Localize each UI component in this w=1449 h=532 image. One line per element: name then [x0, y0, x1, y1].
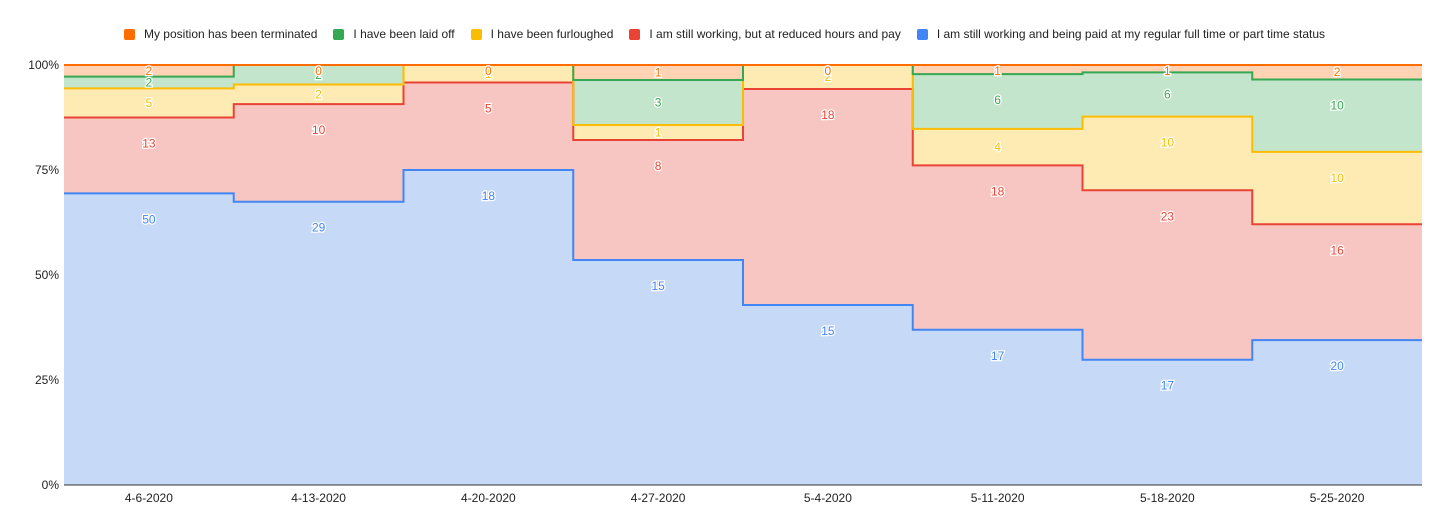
data-label-laidoff: 6 [994, 93, 1001, 107]
y-tick-label: 75% [35, 163, 59, 177]
data-label-reduced: 18 [991, 184, 1005, 198]
data-label-terminated: 2 [146, 64, 153, 78]
legend-swatch-terminated [123, 28, 135, 40]
legend-item-reduced[interactable]: I am still working, but at reduced hours… [629, 27, 901, 41]
x-tick-label: 5-11-2020 [971, 491, 1025, 505]
legend-item-terminated[interactable]: My position has been terminated [123, 27, 318, 41]
data-label-reduced: 23 [1161, 209, 1175, 223]
data-label-furloughed: 10 [1330, 171, 1344, 185]
data-label-laidoff: 10 [1330, 98, 1344, 112]
data-label-furloughed: 1 [485, 67, 492, 81]
y-tick-label: 0% [42, 478, 60, 492]
data-label-laidoff: 0 [485, 64, 492, 78]
x-tick-label: 4-20-2020 [461, 491, 516, 505]
data-label-laidoff: 6 [1164, 87, 1171, 101]
legend-item-furloughed[interactable]: I have been furloughed [470, 27, 614, 41]
legend-swatch-furloughed [470, 28, 482, 40]
chart-legend: My position has been terminated I have be… [0, 24, 1449, 44]
series-lines [64, 64, 1422, 361]
data-label-reduced: 18 [821, 108, 835, 122]
legend-label-terminated: My position has been terminated [143, 27, 318, 41]
data-label-regular: 17 [1161, 379, 1175, 393]
data-label-terminated: 1 [994, 64, 1001, 78]
data-label-laidoff: 2 [146, 76, 153, 90]
data-label-regular: 15 [651, 279, 665, 293]
area-regular [64, 170, 1422, 485]
legend-swatch-laidoff [333, 28, 345, 40]
line-regular [64, 169, 1422, 361]
legend-label-laidoff: I have been laid off [353, 27, 455, 41]
data-label-furloughed: 10 [1161, 136, 1175, 150]
data-label-reduced: 13 [142, 137, 156, 151]
y-tick-label: 25% [35, 373, 59, 387]
x-tick-label: 5-18-2020 [1140, 491, 1195, 505]
data-label-laidoff: 2 [315, 68, 322, 82]
line-furloughed [64, 64, 1422, 153]
data-label-terminated: 0 [825, 64, 832, 78]
x-tick-label: 4-13-2020 [291, 491, 346, 505]
y-tick-label: 100% [28, 58, 59, 72]
data-label-reduced: 10 [312, 123, 326, 137]
legend-swatch-reduced [629, 28, 641, 40]
data-label-terminated: 2 [1334, 65, 1341, 79]
data-label-terminated: 0 [315, 64, 322, 78]
legend-label-regular: I am still working and being paid at my … [936, 27, 1326, 41]
data-label-regular: 50 [142, 212, 156, 226]
x-tick-label: 4-6-2020 [125, 491, 173, 505]
data-label-regular: 20 [1330, 359, 1344, 373]
legend-item-regular[interactable]: I am still working and being paid at my … [916, 27, 1326, 41]
area-reduced [64, 82, 1422, 360]
data-label-terminated: 0 [485, 64, 492, 78]
legend-item-laidoff[interactable]: I have been laid off [333, 27, 455, 41]
data-label-furloughed: 2 [315, 87, 322, 101]
data-label-regular: 17 [991, 349, 1005, 363]
data-label-furloughed: 1 [655, 126, 662, 140]
data-label-regular: 15 [821, 324, 835, 338]
data-label-terminated: 1 [1164, 64, 1171, 78]
data-label-reduced: 16 [1330, 243, 1344, 257]
legend-label-furloughed: I have been furloughed [490, 27, 614, 41]
legend-swatch-regular [916, 28, 928, 40]
data-label-terminated: 1 [655, 66, 662, 80]
data-label-laidoff: 3 [655, 96, 662, 110]
axes: 0% 25% 50% 75% 100% 4-6-2020 4-13-2020 4-20-202… [28, 58, 1422, 505]
data-label-furloughed: 4 [994, 140, 1001, 154]
x-tick-label: 4-27-2020 [631, 491, 686, 505]
data-label-laidoff: 0 [825, 64, 832, 78]
data-label-reduced: 5 [485, 102, 492, 116]
data-label-furloughed: 2 [825, 70, 832, 84]
y-tick-label: 50% [35, 268, 59, 282]
data-label-furloughed: 5 [146, 96, 153, 110]
data-label-regular: 29 [312, 221, 326, 235]
data-label-regular: 18 [482, 189, 496, 203]
data-label-reduced: 8 [655, 159, 662, 173]
x-tick-label: 5-25-2020 [1310, 491, 1365, 505]
legend-label-reduced: I am still working, but at reduced hours… [649, 27, 901, 41]
x-tick-label: 5-4-2020 [804, 491, 852, 505]
